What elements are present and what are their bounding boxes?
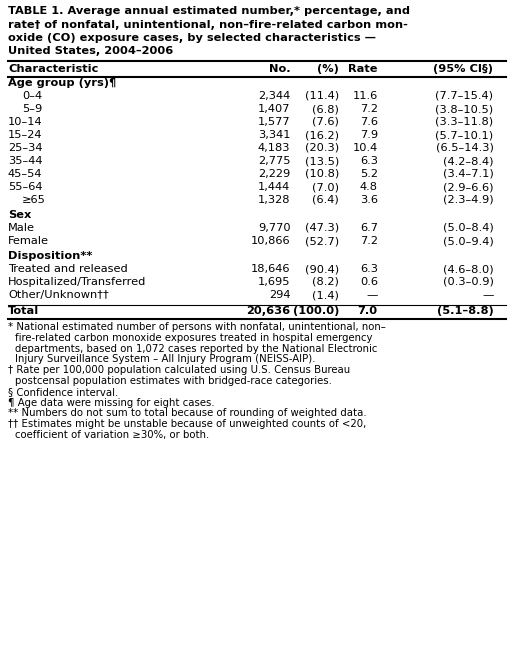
Text: (90.4): (90.4) — [305, 264, 339, 274]
Text: (7.0): (7.0) — [312, 182, 339, 192]
Text: 7.6: 7.6 — [360, 117, 378, 127]
Text: ≥65: ≥65 — [22, 195, 46, 205]
Text: ¶ Age data were missing for eight cases.: ¶ Age data were missing for eight cases. — [8, 397, 215, 407]
Text: 6.7: 6.7 — [360, 223, 378, 233]
Text: (8.2): (8.2) — [313, 277, 339, 287]
Text: § Confidence interval.: § Confidence interval. — [8, 387, 118, 397]
Text: 10.4: 10.4 — [353, 143, 378, 153]
Text: 11.6: 11.6 — [353, 91, 378, 101]
Text: 6.3: 6.3 — [360, 156, 378, 166]
Text: 1,577: 1,577 — [258, 117, 290, 127]
Text: (47.3): (47.3) — [305, 223, 339, 233]
Text: 7.9: 7.9 — [360, 130, 378, 140]
Text: (3.3–11.8): (3.3–11.8) — [435, 117, 493, 127]
Text: 25–34: 25–34 — [8, 143, 43, 153]
Text: Injury Surveillance System – All Injury Program (NEISS-AIP).: Injury Surveillance System – All Injury … — [15, 355, 316, 365]
Text: 35–44: 35–44 — [8, 156, 43, 166]
Text: 5.2: 5.2 — [360, 169, 378, 179]
Text: postcensal population estimates with bridged-race categories.: postcensal population estimates with bri… — [15, 376, 332, 386]
Text: 55–64: 55–64 — [8, 182, 43, 192]
Text: 45–54: 45–54 — [8, 169, 43, 179]
Text: 2,344: 2,344 — [258, 91, 290, 101]
Text: (10.8): (10.8) — [305, 169, 339, 179]
Text: Female: Female — [8, 236, 49, 246]
Text: Age group (yrs)¶: Age group (yrs)¶ — [8, 78, 116, 88]
Text: † Rate per 100,000 population calculated using U.S. Census Bureau: † Rate per 100,000 population calculated… — [8, 365, 350, 375]
Text: (2.3–4.9): (2.3–4.9) — [443, 195, 493, 205]
Text: 1,444: 1,444 — [258, 182, 290, 192]
Text: (52.7): (52.7) — [305, 236, 339, 246]
Text: —: — — [482, 290, 493, 300]
Text: Rate: Rate — [348, 64, 378, 74]
Text: 18,646: 18,646 — [251, 264, 290, 274]
Text: fire-related carbon monoxide exposures treated in hospital emergency: fire-related carbon monoxide exposures t… — [15, 332, 373, 343]
Text: 1,695: 1,695 — [258, 277, 290, 287]
Text: (6.4): (6.4) — [313, 195, 339, 205]
Text: 7.2: 7.2 — [360, 236, 378, 246]
Text: (4.2–8.4): (4.2–8.4) — [443, 156, 493, 166]
Text: (0.3–0.9): (0.3–0.9) — [443, 277, 493, 287]
Text: 4.8: 4.8 — [360, 182, 378, 192]
Text: (7.6): (7.6) — [313, 117, 339, 127]
Text: 3,341: 3,341 — [258, 130, 290, 140]
Text: 7.0: 7.0 — [358, 306, 378, 316]
Text: 4,183: 4,183 — [258, 143, 290, 153]
Text: 3.6: 3.6 — [360, 195, 378, 205]
Text: United States, 2004–2006: United States, 2004–2006 — [8, 47, 173, 56]
Text: 9,770: 9,770 — [258, 223, 290, 233]
Text: 10,866: 10,866 — [251, 236, 290, 246]
Text: 294: 294 — [269, 290, 290, 300]
Text: (3.4–7.1): (3.4–7.1) — [443, 169, 493, 179]
Text: (5.0–8.4): (5.0–8.4) — [443, 223, 493, 233]
Text: 20,636: 20,636 — [246, 306, 290, 316]
Text: —: — — [366, 290, 378, 300]
Text: (1.4): (1.4) — [313, 290, 339, 300]
Text: (3.8–10.5): (3.8–10.5) — [435, 104, 493, 114]
Text: (6.5–14.3): (6.5–14.3) — [435, 143, 493, 153]
Text: †† Estimates might be unstable because of unweighted counts of <20,: †† Estimates might be unstable because o… — [8, 419, 366, 429]
Text: ** Numbers do not sum to total because of rounding of weighted data.: ** Numbers do not sum to total because o… — [8, 408, 366, 418]
Text: (20.3): (20.3) — [305, 143, 339, 153]
Text: (100.0): (100.0) — [293, 306, 339, 316]
Text: No.: No. — [269, 64, 290, 74]
Text: 2,775: 2,775 — [258, 156, 290, 166]
Text: oxide (CO) exposure cases, by selected characteristics —: oxide (CO) exposure cases, by selected c… — [8, 33, 376, 43]
Text: (13.5): (13.5) — [305, 156, 339, 166]
Text: 5–9: 5–9 — [22, 104, 42, 114]
Text: (5.0–9.4): (5.0–9.4) — [443, 236, 493, 246]
Text: (4.6–8.0): (4.6–8.0) — [443, 264, 493, 274]
Text: (2.9–6.6): (2.9–6.6) — [443, 182, 493, 192]
Text: (5.7–10.1): (5.7–10.1) — [435, 130, 493, 140]
Text: Disposition**: Disposition** — [8, 251, 93, 261]
Text: rate† of nonfatal, unintentional, non–fire-related carbon mon-: rate† of nonfatal, unintentional, non–fi… — [8, 19, 408, 29]
Text: 1,407: 1,407 — [258, 104, 290, 114]
Text: 6.3: 6.3 — [360, 264, 378, 274]
Text: 0.6: 0.6 — [360, 277, 378, 287]
Text: 7.2: 7.2 — [360, 104, 378, 114]
Text: Characteristic: Characteristic — [8, 64, 98, 74]
Text: 2,229: 2,229 — [258, 169, 290, 179]
Text: (95% CI§): (95% CI§) — [433, 64, 493, 74]
Text: 10–14: 10–14 — [8, 117, 43, 127]
Text: (11.4): (11.4) — [305, 91, 339, 101]
Text: Male: Male — [8, 223, 35, 233]
Text: 0–4: 0–4 — [22, 91, 42, 101]
Text: (6.8): (6.8) — [313, 104, 339, 114]
Text: Treated and released: Treated and released — [8, 264, 128, 274]
Text: Hospitalized/Transferred: Hospitalized/Transferred — [8, 277, 146, 287]
Text: (%): (%) — [317, 64, 339, 74]
Text: 1,328: 1,328 — [258, 195, 290, 205]
Text: (7.7–15.4): (7.7–15.4) — [435, 91, 493, 101]
Text: (16.2): (16.2) — [305, 130, 339, 140]
Text: departments, based on 1,072 cases reported by the National Electronic: departments, based on 1,072 cases report… — [15, 344, 377, 354]
Text: Sex: Sex — [8, 210, 31, 220]
Text: (5.1–8.8): (5.1–8.8) — [437, 306, 493, 316]
Text: Total: Total — [8, 306, 39, 316]
Text: Other/Unknown††: Other/Unknown†† — [8, 290, 109, 300]
Text: * National estimated number of persons with nonfatal, unintentional, non–: * National estimated number of persons w… — [8, 322, 386, 332]
Text: TABLE 1. Average annual estimated number,* percentage, and: TABLE 1. Average annual estimated number… — [8, 6, 410, 16]
Text: 15–24: 15–24 — [8, 130, 43, 140]
Text: coefficient of variation ≥30%, or both.: coefficient of variation ≥30%, or both. — [15, 430, 209, 440]
